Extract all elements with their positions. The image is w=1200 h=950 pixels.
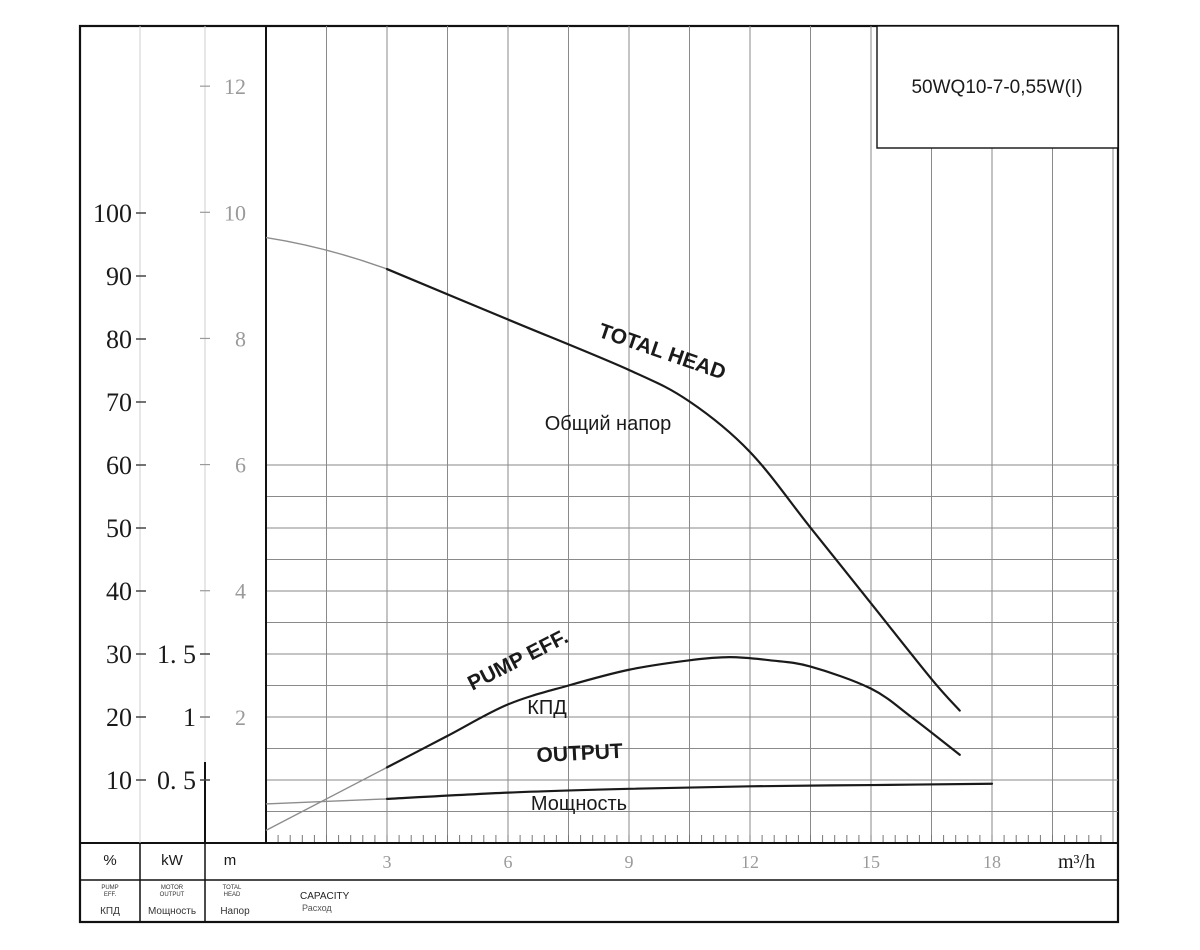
eff-tick-label: 60 xyxy=(106,451,132,480)
eff-tick-label: 80 xyxy=(106,325,132,354)
output-extension xyxy=(265,798,388,805)
total-head-extension xyxy=(265,236,388,270)
output-curve xyxy=(385,782,994,800)
head-tick-label: 6 xyxy=(235,453,246,478)
total-head-label: TOTAL HEAD xyxy=(595,319,728,384)
eff-tick-label: 70 xyxy=(106,388,132,417)
power-tick-label: 1 xyxy=(183,703,196,732)
capacity-tick-label: 3 xyxy=(383,852,392,872)
minor-x-ticks xyxy=(277,835,1102,843)
curve-extensions xyxy=(265,236,388,832)
grid xyxy=(266,26,1118,843)
eff-tick-label: 100 xyxy=(93,199,132,228)
capacity-label: CAPACITY xyxy=(300,891,350,902)
capacity-unit: m³/h xyxy=(1058,851,1095,873)
capacity-label-ru: Расход xyxy=(302,903,332,913)
eff-unit: % xyxy=(103,852,116,869)
capacity-tick-label: 15 xyxy=(862,852,880,872)
power-ticks: 0. 5 1 1. 5 xyxy=(157,640,210,795)
model-label: 50WQ10-7-0,55W(I) xyxy=(911,77,1082,98)
pump-eff-label-ru: КПД xyxy=(527,697,567,719)
head-unit: m xyxy=(224,852,237,869)
head-unit-en-1: TOTAL xyxy=(223,885,242,891)
capacity-tick-label: 9 xyxy=(625,852,634,872)
capacity-tick-label: 12 xyxy=(741,852,759,872)
power-unit: kW xyxy=(161,852,184,869)
model-box xyxy=(876,25,1119,149)
chart-frame xyxy=(78,24,1120,924)
eff-tick-label: 40 xyxy=(106,577,132,606)
pump-eff-curve xyxy=(385,656,961,769)
head-tick-label: 8 xyxy=(235,326,246,351)
eff-unit-en-1: PUMP xyxy=(101,885,118,891)
head-tick-label: 2 xyxy=(235,705,246,730)
output-label: OUTPUT xyxy=(536,740,624,767)
power-tick-label: 1. 5 xyxy=(157,640,196,669)
pump-eff-label: PUMP EFF. xyxy=(464,625,572,695)
power-tick-label: 0. 5 xyxy=(157,766,196,795)
head-ticks: 2 4 6 8 10 12 xyxy=(200,74,246,730)
total-head-label-ru: Общий напор xyxy=(545,413,672,435)
power-unit-en-2: OUTPUT xyxy=(160,892,185,898)
head-tick-label: 12 xyxy=(224,74,246,99)
pump-eff-extension xyxy=(265,766,388,832)
capacity-tick-label: 18 xyxy=(983,852,1001,872)
head-tick-label: 10 xyxy=(224,200,246,225)
head-unit-ru: Напор xyxy=(220,906,250,917)
eff-tick-label: 30 xyxy=(106,640,132,669)
eff-tick-label: 20 xyxy=(106,703,132,732)
efficiency-ticks: 10 20 30 40 50 60 70 80 90 100 xyxy=(93,199,146,795)
capacity-tick-label: 6 xyxy=(504,852,513,872)
power-unit-ru: Мощность xyxy=(148,906,196,917)
head-tick-label: 4 xyxy=(235,579,246,604)
head-unit-en-2: HEAD xyxy=(224,892,241,898)
eff-tick-label: 50 xyxy=(106,514,132,543)
power-unit-en-1: MOTOR xyxy=(161,885,184,891)
capacity-ticks: 3 6 9 12 15 18 xyxy=(383,852,1002,872)
eff-tick-label: 10 xyxy=(106,766,132,795)
eff-tick-label: 90 xyxy=(106,262,132,291)
output-label-ru: Мощность xyxy=(531,793,627,815)
eff-unit-ru: КПД xyxy=(100,906,120,917)
eff-unit-en-2: EFF. xyxy=(104,892,117,898)
total-head-curve xyxy=(385,267,961,712)
